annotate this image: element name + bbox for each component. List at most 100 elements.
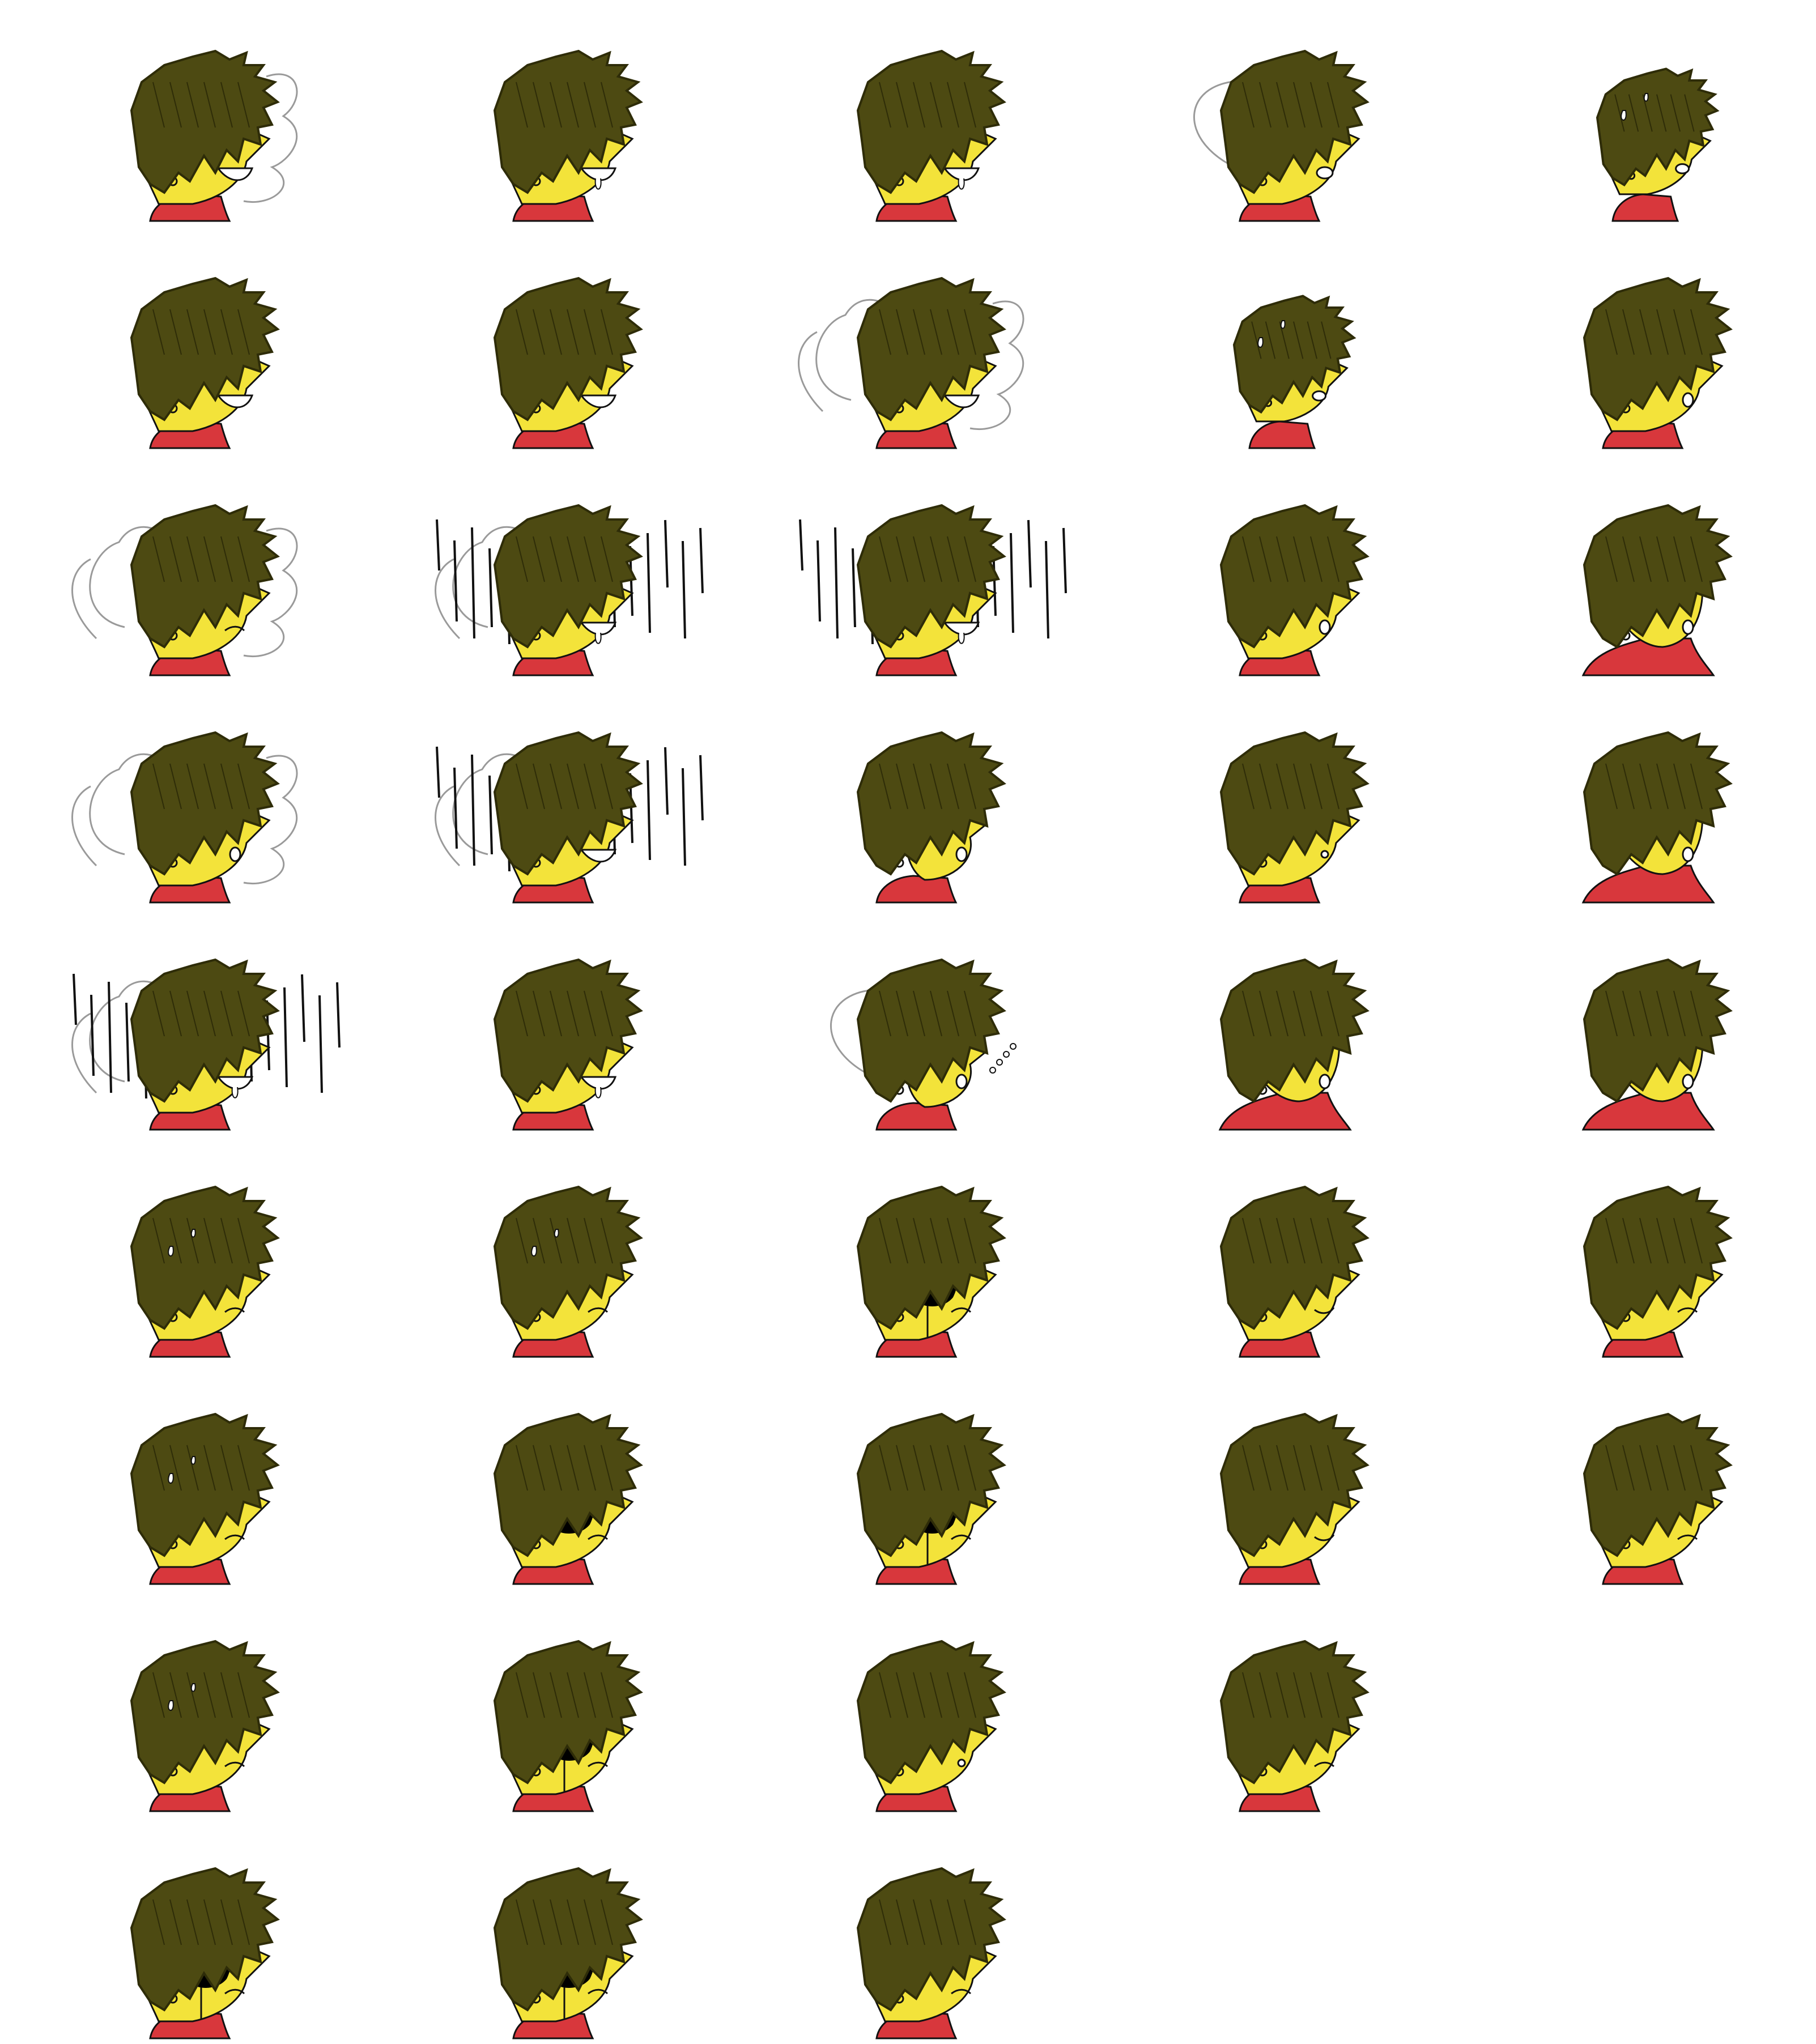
frame-grin-drool-2 — [856, 49, 1006, 222]
hair-strand — [550, 1217, 562, 1264]
hair — [1219, 731, 1370, 876]
hair-strand — [152, 82, 165, 128]
hair-strand — [601, 1217, 613, 1264]
drool — [594, 632, 602, 644]
mouth — [1675, 163, 1690, 174]
hair-strand — [1259, 82, 1271, 128]
sweater — [875, 1102, 958, 1131]
hair-strand — [947, 1672, 959, 1718]
rain-streak — [336, 982, 341, 1048]
hair-strand — [550, 1672, 562, 1718]
hair-strand — [584, 990, 596, 1037]
rain-streak — [1045, 540, 1049, 639]
mouth — [1677, 1534, 1698, 1540]
frame-grin-smoke-right — [130, 49, 298, 222]
hair-strand — [1242, 82, 1254, 128]
hair-strand — [913, 1217, 925, 1264]
hair-strand — [930, 1445, 942, 1491]
hair-strand — [1622, 1445, 1635, 1491]
mouth — [943, 167, 980, 181]
frame-open-mouth-side — [1219, 504, 1370, 676]
drool — [958, 632, 965, 644]
hair-strand — [1259, 1672, 1271, 1718]
hair-strand — [1605, 309, 1618, 355]
hair-strand — [152, 309, 165, 355]
hair-strand — [203, 1672, 216, 1718]
hair-strand — [169, 82, 182, 128]
hair-strand — [1622, 309, 1635, 355]
hair-strand — [913, 309, 925, 355]
hair — [493, 276, 643, 421]
hair-strand — [964, 82, 976, 128]
hair-strand — [1310, 1672, 1322, 1718]
hair-strand — [220, 1445, 233, 1491]
hair-strand — [567, 82, 579, 128]
hair-strand — [1242, 763, 1254, 810]
mouth — [1312, 390, 1327, 402]
hair-strand — [1684, 94, 1695, 132]
hair-strand — [567, 1445, 579, 1491]
hair — [1583, 1185, 1733, 1330]
mouth — [588, 1761, 609, 1768]
hair-strand — [1670, 94, 1681, 132]
hair-strand — [1605, 1217, 1618, 1264]
hair-strand — [516, 1217, 528, 1264]
hair-strand — [169, 1217, 182, 1264]
mouth — [224, 625, 245, 632]
hair-strand — [152, 1445, 165, 1491]
hair-strand — [947, 763, 959, 810]
hair-strand — [930, 309, 942, 355]
hair-strand — [896, 82, 908, 128]
hair-strand — [1656, 94, 1667, 132]
frame-grin-wink — [493, 276, 643, 449]
frame-shadow-eyes-4 — [493, 1867, 643, 2039]
rain-streak — [90, 994, 95, 1076]
mouth — [1319, 1074, 1331, 1089]
hair — [1583, 1412, 1733, 1557]
hair-strand — [1276, 1672, 1288, 1718]
mouth — [1320, 850, 1329, 859]
frame-grin-side — [493, 958, 643, 1131]
sweat-drop — [531, 1246, 537, 1257]
frame-oh-smoke-both — [71, 731, 298, 904]
hair-strand — [1310, 82, 1322, 128]
hair-strand — [169, 990, 182, 1037]
mouth — [951, 1534, 972, 1540]
smoke-right-puff — [969, 300, 1024, 430]
rain-streak — [283, 987, 288, 1088]
hair-strand — [567, 990, 579, 1037]
hair-strand — [879, 536, 891, 582]
hair — [1219, 1412, 1370, 1557]
hair-strand — [896, 1899, 908, 1945]
mouth — [951, 1307, 972, 1313]
hair-strand — [550, 82, 562, 128]
hair-strand — [203, 1899, 216, 1945]
hair-strand — [1259, 536, 1271, 582]
rain-streak — [108, 981, 112, 1093]
hair-strand — [1310, 536, 1322, 582]
hair-strand — [169, 763, 182, 810]
hair-strand — [1673, 990, 1686, 1037]
hair-strand — [237, 309, 250, 355]
hair-strand — [533, 1445, 545, 1491]
rain-streak — [436, 519, 440, 571]
rain-streak — [1062, 527, 1067, 594]
hair-strand — [533, 536, 545, 582]
frame-annoyed — [1583, 1185, 1733, 1358]
mouth — [580, 394, 617, 408]
hair-strand — [1656, 536, 1669, 582]
hair-strand — [237, 1217, 250, 1264]
hair — [1583, 731, 1733, 876]
hair-strand — [220, 763, 233, 810]
rain-streak — [436, 746, 440, 798]
hair-strand — [964, 1217, 976, 1264]
frame-turned-oh-2 — [1218, 958, 1370, 1131]
drool — [594, 178, 602, 190]
hair-strand — [1639, 990, 1652, 1037]
hair-strand — [152, 1672, 165, 1718]
hair-strand — [964, 309, 976, 355]
frame-sad-sweat — [130, 1640, 280, 1812]
hair-strand — [220, 82, 233, 128]
mouth — [955, 1074, 968, 1089]
hair — [1219, 1640, 1370, 1785]
